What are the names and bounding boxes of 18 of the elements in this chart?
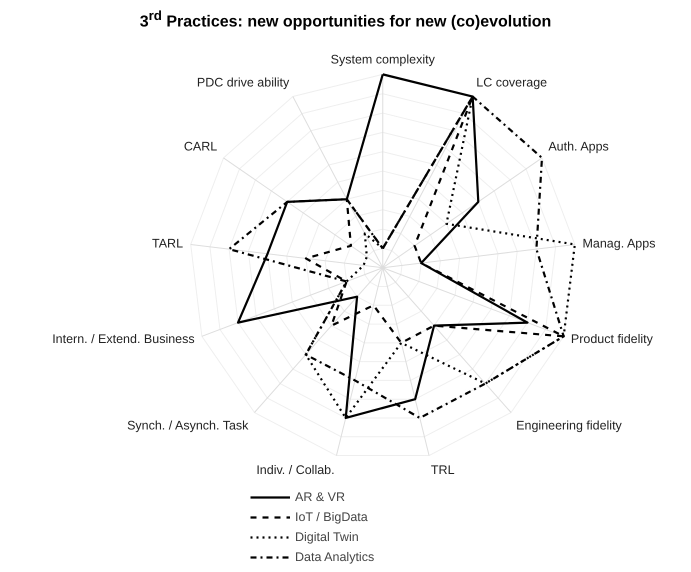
spoke-label: System complexity [330,52,436,67]
spoke-label: TARL [152,236,184,251]
spoke-label: Auth. Apps [548,140,609,154]
spoke-label: Engineering fidelity [516,418,623,432]
legend-label: AR & VR [295,490,346,504]
chart-title: 3$^{rd}$ Practices: new opportunities for new (co)evolution [140,7,552,32]
spoke-label: TRL [430,463,455,478]
spoke-label: Indiv. / Collab. [256,463,335,478]
spoke-label: CARL [184,140,218,154]
spoke-label: LC coverage [476,76,548,90]
spoke-label: Product fidelity [570,332,654,346]
spoke-label: PDC drive ability [196,76,290,90]
legend-label: IoT / BigData [295,510,368,524]
spoke-label: Synch. / Asynch. Task [127,418,250,432]
spoke-label: Intern. / Extend. Business [52,332,195,346]
legend-label: Data Analytics [295,550,374,564]
spoke-label: Manag. Apps [582,236,656,251]
legend-label: Digital Twin [295,530,359,544]
